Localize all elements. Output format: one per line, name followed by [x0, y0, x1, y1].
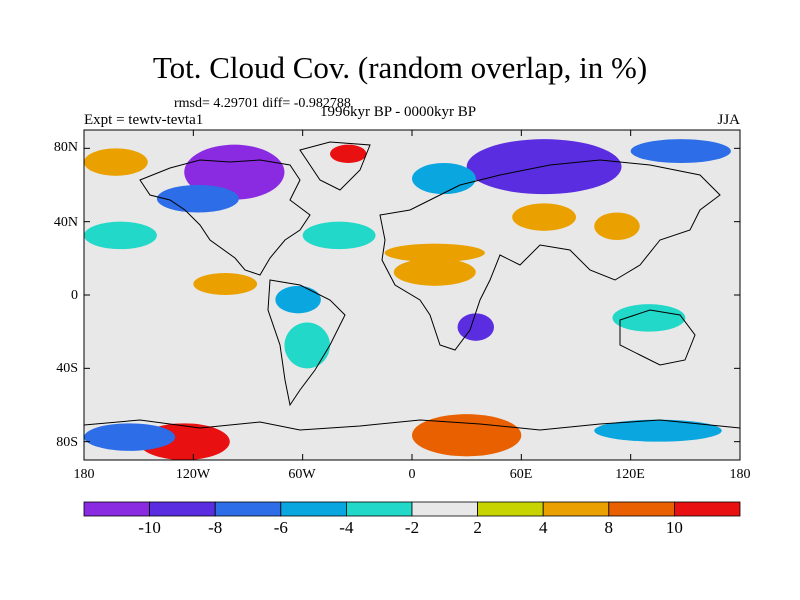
lat-label-0: 0 [71, 288, 78, 303]
anomaly-arctic-east [630, 139, 731, 163]
colorbar-swatch [345, 501, 413, 517]
colorbar-tick-label: -6 [273, 518, 288, 537]
colorbar [83, 501, 741, 517]
anomaly-east-china [594, 212, 640, 240]
colorbar-tick-label: 2 [473, 518, 482, 537]
anomaly-south-america-south [284, 322, 330, 369]
anomaly-sahel [393, 258, 476, 286]
axis-ticks [83, 130, 741, 460]
colorbar-swatch [411, 501, 478, 517]
anomaly-field [84, 139, 731, 460]
colorbar-tick-label: 8 [604, 518, 614, 537]
coastline-south-america [267, 279, 346, 407]
lon-label-120e: 120E [615, 467, 645, 482]
coastline-australia [619, 309, 696, 366]
colorbar-tick-label: 10 [665, 518, 683, 537]
colorbar-swatch [542, 501, 610, 517]
colorbar-tick-label: 4 [538, 518, 548, 537]
anomaly-scandinavia [412, 163, 476, 195]
lat-label-40s: 40S [56, 361, 78, 376]
colorbar-tick-label: -10 [138, 518, 161, 537]
colorbar-tick-label: -4 [339, 518, 354, 537]
colorbar-tick-label: -8 [208, 518, 223, 537]
anomaly-antarctic-coast-west [84, 423, 176, 451]
lon-label-60w: 60W [288, 467, 316, 482]
anomaly-atlantic-north [302, 221, 376, 250]
colorbar-swatch [214, 501, 282, 517]
lon-label-120w: 120W [175, 467, 211, 482]
lat-label-80n: 80N [53, 140, 78, 155]
lat-label-80s: 80S [56, 435, 78, 450]
anomaly-greenland-north [330, 144, 367, 163]
coastline-antarctica [84, 419, 740, 431]
coastline-africa-eurasia [379, 159, 721, 351]
statistics-label: rmsd= 4.29701 diff= -0.982788 [174, 96, 351, 111]
period-label: 1996kyr BP - 0000kyr BP [320, 104, 477, 120]
colorbar-swatch [149, 501, 216, 517]
lon-label-180w: 180 [73, 467, 95, 482]
anomaly-southern-ocean-indian [412, 414, 522, 457]
map-title: Tot. Cloud Cov. (random overlap, in %) [152, 50, 648, 85]
anomaly-tropical-pacific-east [193, 273, 258, 295]
colorbar-swatch [280, 501, 347, 517]
lon-label-0: 0 [408, 467, 416, 482]
coastline-north-america [139, 159, 311, 276]
colorbar-swatch [477, 501, 544, 517]
coastlines [84, 141, 740, 431]
lon-label-180e: 180 [729, 467, 751, 482]
coastline-greenland [299, 141, 371, 191]
experiment-label: Expt = tewtv-tevta1 [84, 112, 204, 128]
anomaly-sahara [384, 243, 485, 262]
anomaly-australia-north [612, 304, 686, 332]
lat-label-40n: 40N [53, 215, 78, 230]
season-label: JJA [717, 112, 740, 128]
colorbar-swatch [674, 501, 741, 517]
colorbar-swatch [608, 501, 675, 517]
anomaly-pacific-north [84, 221, 157, 250]
lon-label-60e: 60E [509, 467, 533, 482]
anomaly-central-asia [512, 203, 576, 231]
anomaly-canada-south [156, 185, 239, 213]
colorbar-tick-label: -2 [404, 518, 420, 537]
anomaly-southeast-africa [457, 313, 494, 341]
colorbar-swatch [83, 501, 150, 517]
anomaly-amazon-north [275, 285, 321, 314]
anomaly-antarctic-coast-east [594, 419, 722, 442]
anomaly-north-pacific [84, 148, 148, 176]
